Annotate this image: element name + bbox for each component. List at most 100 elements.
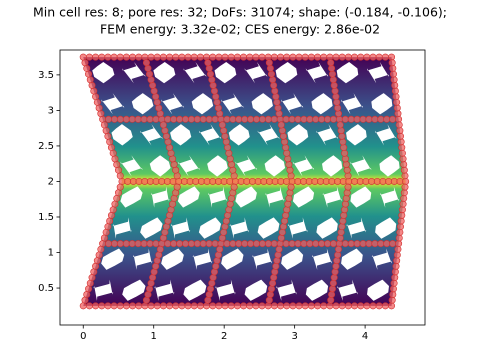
boundary-node	[282, 115, 290, 123]
boundary-node	[328, 285, 336, 293]
boundary-node	[229, 240, 237, 248]
boundary-node	[369, 302, 377, 310]
boundary-node	[365, 240, 373, 248]
boundary-node	[252, 302, 260, 310]
boundary-node	[193, 115, 201, 123]
boundary-node	[294, 240, 302, 248]
boundary-node	[271, 87, 279, 95]
boundary-node	[116, 115, 124, 123]
boundary-node	[205, 291, 213, 299]
boundary-node	[224, 211, 232, 219]
boundary-node	[122, 115, 130, 123]
boundary-node	[128, 240, 136, 248]
boundary-node	[288, 240, 296, 248]
boundary-node	[116, 53, 124, 61]
boundary-node	[329, 115, 337, 123]
pore	[198, 124, 222, 146]
pore	[183, 279, 207, 301]
boundary-node	[207, 285, 215, 293]
boundary-node	[337, 228, 345, 236]
boundary-node	[282, 240, 290, 248]
boundary-node	[207, 70, 215, 78]
pore	[264, 155, 286, 177]
pore	[244, 279, 268, 301]
boundary-node	[240, 302, 248, 310]
boundary-node	[226, 200, 234, 208]
boundary-node	[344, 53, 352, 61]
boundary-node	[270, 81, 278, 89]
boundary-node	[329, 279, 337, 287]
pore	[336, 61, 359, 84]
boundary-node	[288, 115, 296, 123]
boundary-node	[377, 115, 385, 123]
pore	[170, 124, 192, 146]
boundary-node	[371, 115, 379, 123]
boundary-node	[266, 64, 274, 72]
boundary-node	[285, 161, 293, 169]
y-tick-label: 1.5	[38, 212, 54, 223]
pore	[153, 61, 176, 84]
boundary-node	[258, 240, 266, 248]
boundary-node	[332, 302, 340, 310]
boundary-node	[328, 291, 336, 299]
boundary-node	[233, 302, 241, 310]
boundary-node	[357, 302, 365, 310]
boundary-node	[205, 64, 213, 72]
boundary-node	[199, 240, 207, 248]
boundary-node	[217, 240, 225, 248]
boundary-node	[264, 115, 272, 123]
pore	[154, 279, 175, 301]
boundary-node	[330, 81, 338, 89]
pore	[316, 217, 338, 239]
boundary-node	[146, 115, 154, 123]
boundary-node	[209, 302, 217, 310]
boundary-node	[277, 121, 285, 129]
axes-frame	[59, 49, 426, 326]
boundary-node	[110, 53, 118, 61]
boundary-node	[320, 53, 328, 61]
boundary-node	[176, 115, 184, 123]
boundary-node	[98, 53, 106, 61]
pore	[281, 93, 304, 115]
boundary-node	[287, 172, 295, 180]
pore	[281, 248, 304, 270]
boundary-node	[265, 296, 273, 304]
pore	[287, 124, 309, 146]
boundary-node	[134, 240, 142, 248]
boundary-node	[333, 98, 341, 106]
boundary-node	[359, 115, 367, 123]
boundary-node	[338, 302, 346, 310]
boundary-node	[184, 302, 192, 310]
boundary-node	[213, 257, 221, 265]
boundary-node	[264, 302, 272, 310]
x-tick-label: 4	[362, 331, 368, 342]
boundary-node	[279, 223, 287, 231]
boundary-node	[332, 53, 340, 61]
boundary-node	[164, 240, 172, 248]
boundary-node	[395, 121, 403, 129]
boundary-node	[209, 53, 217, 61]
pore	[92, 61, 115, 84]
boundary-node	[122, 302, 130, 310]
pore	[379, 155, 400, 177]
boundary-node	[110, 240, 118, 248]
boundary-node	[235, 240, 243, 248]
boundary-node	[134, 115, 142, 123]
boundary-node	[247, 240, 255, 248]
boundary-node	[282, 211, 290, 219]
boundary-node	[223, 240, 231, 248]
boundary-node	[230, 172, 238, 180]
boundary-node	[246, 302, 254, 310]
boundary-node	[344, 172, 352, 180]
boundary-node	[217, 115, 225, 123]
boundary-node	[253, 115, 261, 123]
boundary-node	[214, 104, 222, 112]
boundary-node	[129, 302, 137, 310]
x-tick-label: 0	[80, 331, 86, 342]
boundary-node	[334, 104, 342, 112]
boundary-node	[270, 240, 278, 248]
boundary-node	[401, 183, 409, 191]
boundary-node	[335, 245, 343, 253]
chart-title: FEM energy: 3.32e-02; CES energy: 2.86e-…	[100, 22, 380, 37]
boundary-node	[258, 302, 266, 310]
